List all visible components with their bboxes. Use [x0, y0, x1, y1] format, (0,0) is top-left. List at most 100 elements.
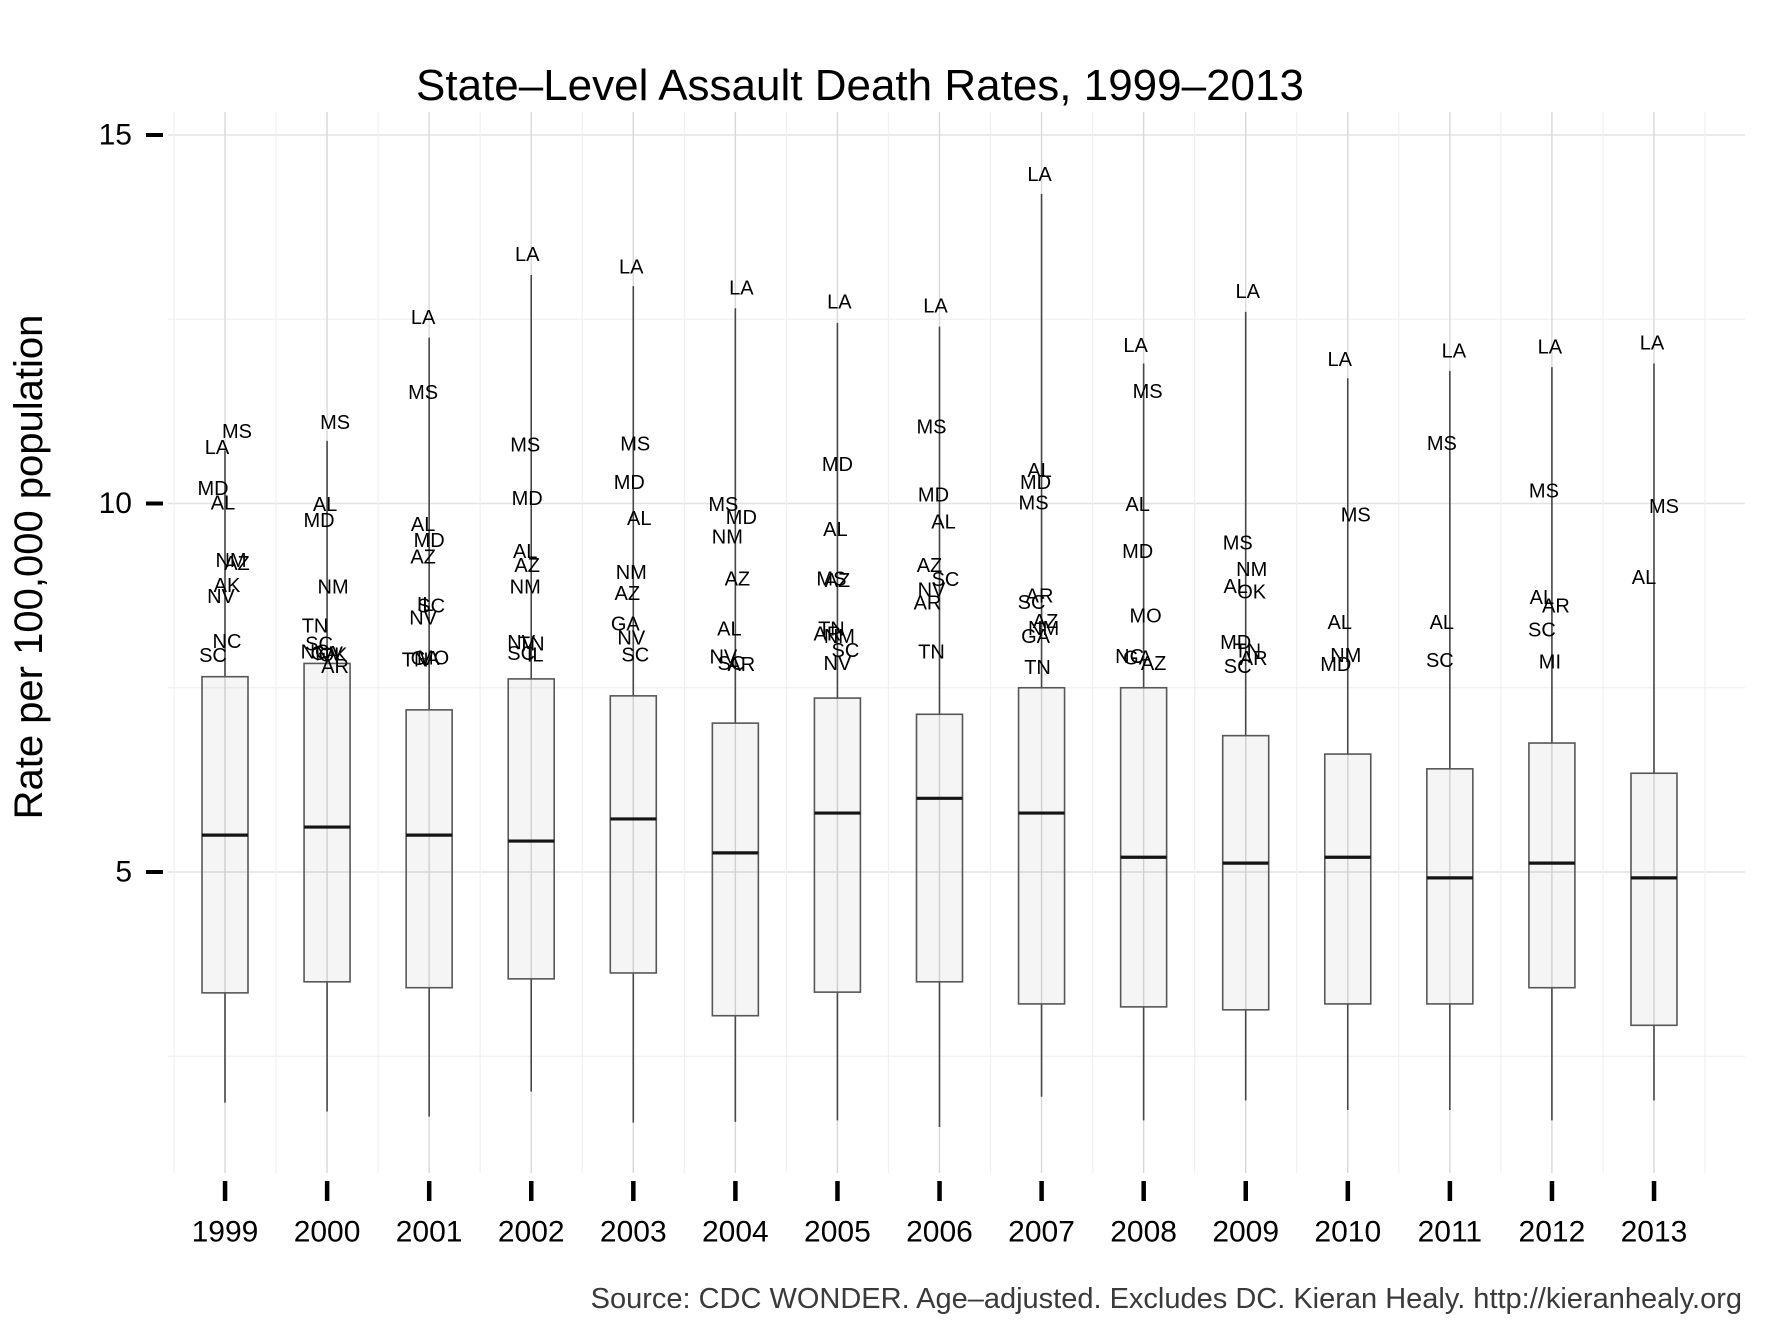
outlier-label-md: MD — [304, 510, 335, 532]
source-caption: Source: CDC WONDER. Age–adjusted. Exclud… — [591, 1283, 1742, 1315]
outlier-label-ga: GA — [411, 648, 441, 670]
iqr-box — [915, 713, 964, 983]
outlier-label-sc: SC — [417, 596, 445, 618]
outlier-label-nv: NV — [207, 586, 235, 608]
outlier-label-sc: SC — [1018, 592, 1046, 614]
outlier-label-nm: NM — [1330, 645, 1361, 667]
outlier-label-nv: NV — [409, 607, 437, 629]
outlier-label-ar: AR — [1542, 596, 1570, 618]
outlier-label-al: AL — [211, 493, 235, 515]
outlier-label-tn: TN — [518, 633, 545, 655]
outlier-label-md: MD — [614, 472, 645, 494]
outlier-label-ga: GA — [311, 643, 341, 665]
outlier-label-tn: TN — [1234, 641, 1261, 663]
outlier-label-md: MD — [197, 478, 228, 500]
x-axis-tick — [529, 1181, 534, 1201]
outlier-label-ms: MS — [1529, 481, 1559, 503]
outlier-label-al: AL — [1530, 587, 1554, 609]
outlier-label-sc: SC — [1224, 656, 1252, 678]
x-tick-label: 2009 — [1212, 1216, 1279, 1249]
x-tick-label: 2007 — [1008, 1216, 1075, 1249]
outlier-label-la: LA — [1027, 164, 1052, 186]
outlier-label-al: AL — [931, 512, 955, 534]
boxplots-layer: MSLAMDALNMAZAKNVNCSCMSALMDNMTNSCNCGANVOK… — [197, 164, 1679, 1128]
outlier-label-ms: MS — [408, 382, 438, 404]
y-axis-tick — [146, 501, 163, 506]
outlier-label-la: LA — [1328, 349, 1353, 371]
outlier-label-nv: NV — [507, 632, 535, 654]
x-axis-tick — [733, 1181, 738, 1201]
y-axis-tick — [146, 133, 163, 137]
outlier-label-la: LA — [827, 291, 852, 313]
outlier-label-ms: MS — [708, 494, 738, 516]
x-tick-label: 2008 — [1110, 1216, 1177, 1249]
outlier-label-nv: NV — [709, 647, 737, 669]
outlier-label-ms: MS — [620, 434, 650, 456]
iqr-box — [609, 695, 658, 974]
outlier-label-ms: MS — [916, 417, 946, 439]
outlier-label-ok: OK — [319, 644, 349, 666]
x-tick-label: 2013 — [1621, 1216, 1688, 1249]
outlier-label-al: AL — [411, 514, 435, 536]
outlier-label-ms: MS — [320, 412, 350, 434]
outlier-label-al: AL — [823, 519, 847, 541]
outlier-label-al: AL — [717, 619, 741, 641]
outlier-label-la: LA — [1538, 336, 1563, 358]
iqr-box — [1119, 686, 1168, 1008]
x-axis-tick — [222, 1181, 228, 1201]
outlier-label-ar: AR — [1026, 585, 1054, 607]
iqr-box — [711, 722, 760, 1017]
outlier-label-md: MD — [1122, 541, 1153, 563]
x-tick-label: 1999 — [192, 1216, 259, 1249]
x-tick-label: 2006 — [906, 1216, 973, 1249]
outlier-label-nv: NV — [918, 579, 946, 601]
outlier-label-sc: SC — [621, 644, 649, 666]
outlier-label-nm: NM — [215, 550, 246, 572]
outlier-label-sc: SC — [832, 640, 860, 662]
outlier-label-nm: NM — [1028, 618, 1059, 640]
y-axis-tick — [146, 870, 163, 874]
x-tick-label: 2004 — [702, 1216, 769, 1249]
gridlines-layer — [168, 112, 1745, 1173]
iqr-box — [303, 662, 351, 983]
x-axis-tick — [1549, 1181, 1555, 1201]
iqr-box — [813, 697, 862, 993]
outlier-label-nm: NM — [616, 562, 647, 584]
outlier-label-ms: MS — [1649, 496, 1679, 518]
outlier-label-md: MD — [1320, 654, 1351, 676]
outlier-label-mi: MI — [1539, 652, 1561, 674]
outlier-label-la: LA — [515, 244, 540, 266]
outlier-label-sc: SC — [1426, 650, 1454, 672]
outlier-label-sc: SC — [507, 643, 535, 665]
outlier-label-nm: NM — [318, 577, 349, 599]
y-tick-label: 10 — [99, 487, 132, 520]
x-axis-tick — [324, 1181, 330, 1201]
outlier-label-la: LA — [1640, 333, 1665, 355]
outlier-label-md: MD — [414, 530, 445, 552]
outlier-label-al: AL — [1632, 567, 1656, 589]
outlier-label-ms: MS — [1341, 504, 1371, 526]
x-axis-tick — [1651, 1181, 1657, 1201]
x-axis-tick — [1243, 1181, 1248, 1201]
x-tick-label: 2012 — [1519, 1216, 1586, 1249]
x-tick-label: 2001 — [396, 1216, 463, 1249]
outlier-label-az: AZ — [917, 555, 943, 577]
outlier-label-al: AL — [1027, 460, 1051, 482]
outlier-label-md: MD — [1220, 632, 1251, 654]
x-tick-label: 2011 — [1418, 1216, 1483, 1249]
outlier-label-sc: SC — [199, 645, 227, 667]
outlier-label-nm: NM — [510, 577, 541, 599]
outlier-label-md: MD — [822, 454, 853, 476]
outlier-label-ms: MS — [1427, 433, 1457, 455]
outlier-label-la: LA — [1123, 335, 1148, 357]
x-axis-tick — [835, 1181, 840, 1201]
outlier-label-al: AL — [513, 541, 537, 563]
